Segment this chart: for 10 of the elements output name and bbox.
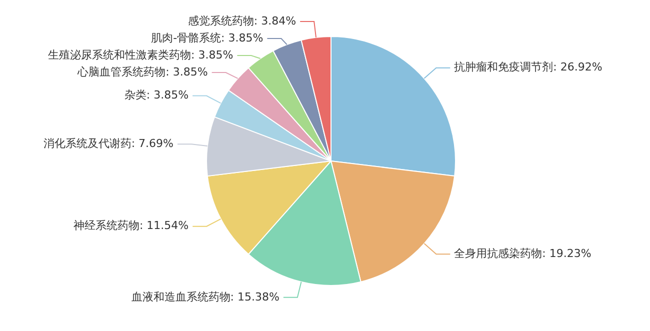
slice-label: 肌肉-骨骼系统: 3.85% xyxy=(151,31,264,44)
slice-label: 心脑血管系统药物: 3.85% xyxy=(76,65,208,78)
slice-label: 神经系统药物: 11.54% xyxy=(73,219,189,232)
slice-label: 杂类: 3.85% xyxy=(124,88,189,102)
slice-label: 全身用抗感染药物: 19.23% xyxy=(454,247,592,260)
slice-label: 生殖泌尿系统和性激素类药物: 3.85% xyxy=(48,48,234,62)
slice-label: 抗肿瘤和免疫调节剂: 26.92% xyxy=(454,60,602,74)
slice-label: 感觉系统药物: 3.84% xyxy=(188,14,296,28)
slice-label: 血液和造血系统药物: 15.38% xyxy=(131,290,280,304)
slice-label: 消化系统及代谢药: 7.69% xyxy=(43,136,174,150)
